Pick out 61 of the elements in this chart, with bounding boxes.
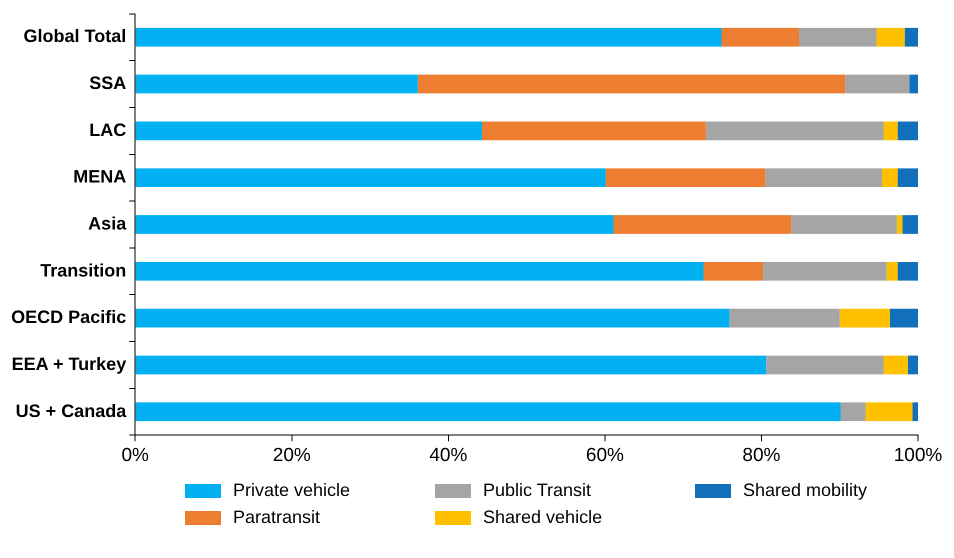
x-tick-label: 20% [272,444,311,466]
bar [606,168,766,188]
bar [840,402,866,422]
bar [886,262,898,281]
bar [882,168,898,188]
bar [904,28,918,47]
x-tick-label: 100% [894,444,942,466]
legend-label: Public Transit [483,480,592,501]
bar [722,28,800,47]
bar [704,262,764,281]
x-tick-label: 0% [121,444,150,466]
bar [898,262,918,281]
bar [729,308,840,328]
bar [136,262,704,281]
y-tick-label: Transition [40,260,126,280]
bar [884,356,908,374]
y-tick-label: OECD Pacific [11,307,126,328]
bar [136,121,482,140]
bar [136,402,841,422]
bar [898,168,918,188]
bar [884,121,898,140]
legend-label: Paratransit [233,507,320,528]
bar [765,168,882,188]
y-tick-label: US + Canada [16,400,128,421]
y-tick-label: SSA [89,73,126,93]
bar [136,308,730,328]
bar [866,402,913,422]
bar [912,402,918,422]
y-tick-label: LAC [89,120,126,140]
bar [909,74,918,94]
bar [136,168,606,188]
legend-label: Private vehicle [233,480,350,501]
bar [136,215,614,234]
bar [799,28,877,47]
legend-label: Shared vehicle [483,507,602,528]
bar [613,215,792,234]
bar [136,74,418,94]
bar [418,74,846,94]
bar [898,121,918,140]
bar [896,215,902,234]
y-tick-label: MENA [73,166,126,187]
bar [902,215,918,234]
bar [791,215,897,234]
bar [136,28,722,47]
y-tick-label: Asia [88,213,128,234]
x-tick-label: 40% [429,444,468,466]
bar [136,356,766,374]
x-tick-label: 80% [742,444,781,466]
bar [908,356,918,374]
y-tick-label: Global Total [24,26,126,46]
bar [706,121,884,140]
bar [766,356,884,374]
bar [763,262,887,281]
y-tick-label: EEA + Turkey [12,354,126,374]
bar [482,121,706,140]
legend-label: Shared mobility [743,480,868,501]
bar [890,308,918,328]
bar [876,28,905,47]
x-tick-label: 60% [586,444,624,466]
bar [845,74,910,94]
bar [840,308,890,328]
